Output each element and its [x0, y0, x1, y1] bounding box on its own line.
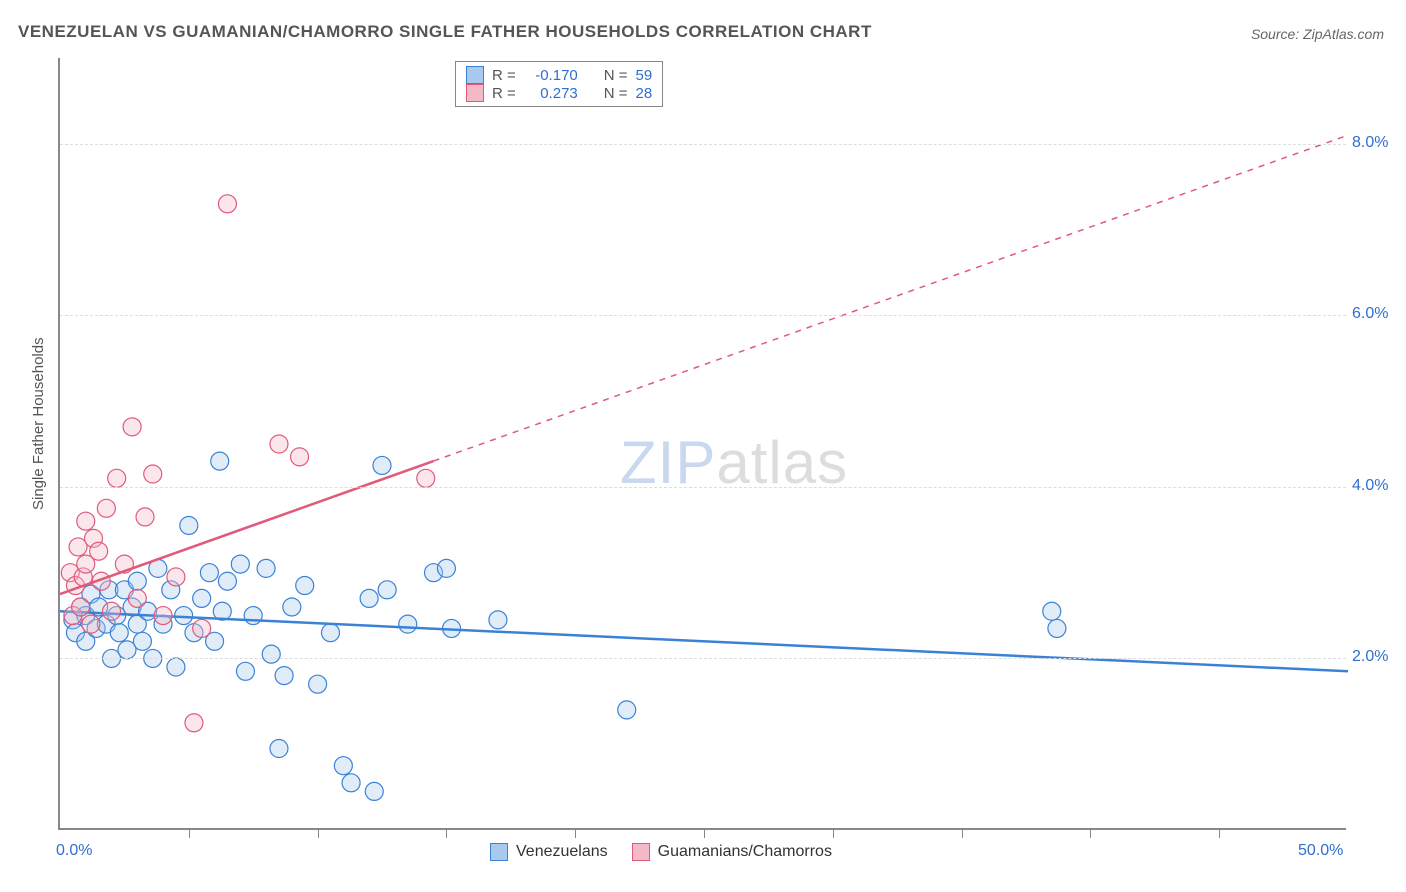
- y-axis-label: Single Father Households: [30, 337, 47, 510]
- data-point: [211, 452, 229, 470]
- y-tick-label: 2.0%: [1352, 648, 1388, 666]
- data-point: [128, 572, 146, 590]
- data-point: [437, 559, 455, 577]
- data-point: [144, 465, 162, 483]
- data-point: [97, 499, 115, 517]
- data-point: [618, 701, 636, 719]
- chart-title: VENEZUELAN VS GUAMANIAN/CHAMORRO SINGLE …: [18, 22, 872, 42]
- x-minor-tick: [575, 828, 576, 838]
- gridline: [60, 144, 1346, 145]
- data-point: [231, 555, 249, 573]
- gridline: [60, 487, 1346, 488]
- data-point: [180, 516, 198, 534]
- y-tick-label: 6.0%: [1352, 305, 1388, 323]
- data-point: [296, 577, 314, 595]
- data-point: [365, 782, 383, 800]
- data-point: [244, 607, 262, 625]
- x-minor-tick: [318, 828, 319, 838]
- gridline: [60, 658, 1346, 659]
- data-point: [218, 572, 236, 590]
- data-point: [167, 568, 185, 586]
- chart-svg: [60, 58, 1346, 828]
- data-point: [108, 469, 126, 487]
- x-minor-tick: [446, 828, 447, 838]
- data-point: [399, 615, 417, 633]
- x-minor-tick: [962, 828, 963, 838]
- legend-swatch: [466, 66, 484, 84]
- data-point: [309, 675, 327, 693]
- gridline: [60, 315, 1346, 316]
- data-point: [1043, 602, 1061, 620]
- data-point: [185, 714, 203, 732]
- y-tick-label: 8.0%: [1352, 134, 1388, 152]
- data-point: [373, 456, 391, 474]
- legend-item: Venezuelans: [490, 843, 608, 861]
- source-attribution: Source: ZipAtlas.com: [1251, 26, 1384, 42]
- data-point: [128, 589, 146, 607]
- data-point: [103, 602, 121, 620]
- data-point: [193, 589, 211, 607]
- data-point: [334, 757, 352, 775]
- legend-label: Guamanians/Chamorros: [658, 843, 832, 861]
- data-point: [270, 435, 288, 453]
- x-tick-label: 50.0%: [1298, 842, 1343, 860]
- data-point: [110, 624, 128, 642]
- data-point: [270, 740, 288, 758]
- data-point: [82, 615, 100, 633]
- legend-label: Venezuelans: [516, 843, 608, 861]
- x-minor-tick: [833, 828, 834, 838]
- legend-row: R = 0.273 N = 28: [466, 84, 652, 102]
- data-point: [262, 645, 280, 663]
- data-point: [133, 632, 151, 650]
- regression-line-extrapolated: [434, 135, 1348, 461]
- data-point: [154, 607, 172, 625]
- r-value: -0.170: [524, 67, 578, 84]
- data-point: [200, 564, 218, 582]
- data-point: [342, 774, 360, 792]
- legend-swatch: [490, 843, 508, 861]
- x-minor-tick: [1090, 828, 1091, 838]
- data-point: [275, 667, 293, 685]
- legend-row: R = -0.170 N = 59: [466, 66, 652, 84]
- data-point: [291, 448, 309, 466]
- series-legend: Venezuelans Guamanians/Chamorros: [490, 843, 832, 861]
- correlation-legend: R = -0.170 N = 59 R = 0.273 N = 28: [455, 61, 663, 107]
- plot-area: ZIPatlas: [58, 58, 1346, 830]
- n-label: N =: [604, 67, 628, 84]
- r-label: R =: [492, 67, 516, 84]
- data-point: [72, 598, 90, 616]
- data-point: [417, 469, 435, 487]
- data-point: [283, 598, 301, 616]
- regression-line: [60, 611, 1348, 671]
- data-point: [1048, 619, 1066, 637]
- x-minor-tick: [1219, 828, 1220, 838]
- n-label: N =: [604, 85, 628, 102]
- data-point: [218, 195, 236, 213]
- data-point: [321, 624, 339, 642]
- data-point: [489, 611, 507, 629]
- data-point: [167, 658, 185, 676]
- data-point: [136, 508, 154, 526]
- data-point: [257, 559, 275, 577]
- legend-swatch: [632, 843, 650, 861]
- legend-swatch: [466, 84, 484, 102]
- data-point: [193, 619, 211, 637]
- data-point: [77, 512, 95, 530]
- data-point: [360, 589, 378, 607]
- r-value: 0.273: [524, 85, 578, 102]
- n-value: 28: [636, 85, 653, 102]
- r-label: R =: [492, 85, 516, 102]
- legend-item: Guamanians/Chamorros: [632, 843, 832, 861]
- y-tick-label: 4.0%: [1352, 477, 1388, 495]
- x-tick-label: 0.0%: [56, 842, 92, 860]
- x-minor-tick: [704, 828, 705, 838]
- data-point: [378, 581, 396, 599]
- n-value: 59: [636, 67, 653, 84]
- x-minor-tick: [189, 828, 190, 838]
- data-point: [90, 542, 108, 560]
- data-point: [123, 418, 141, 436]
- data-point: [236, 662, 254, 680]
